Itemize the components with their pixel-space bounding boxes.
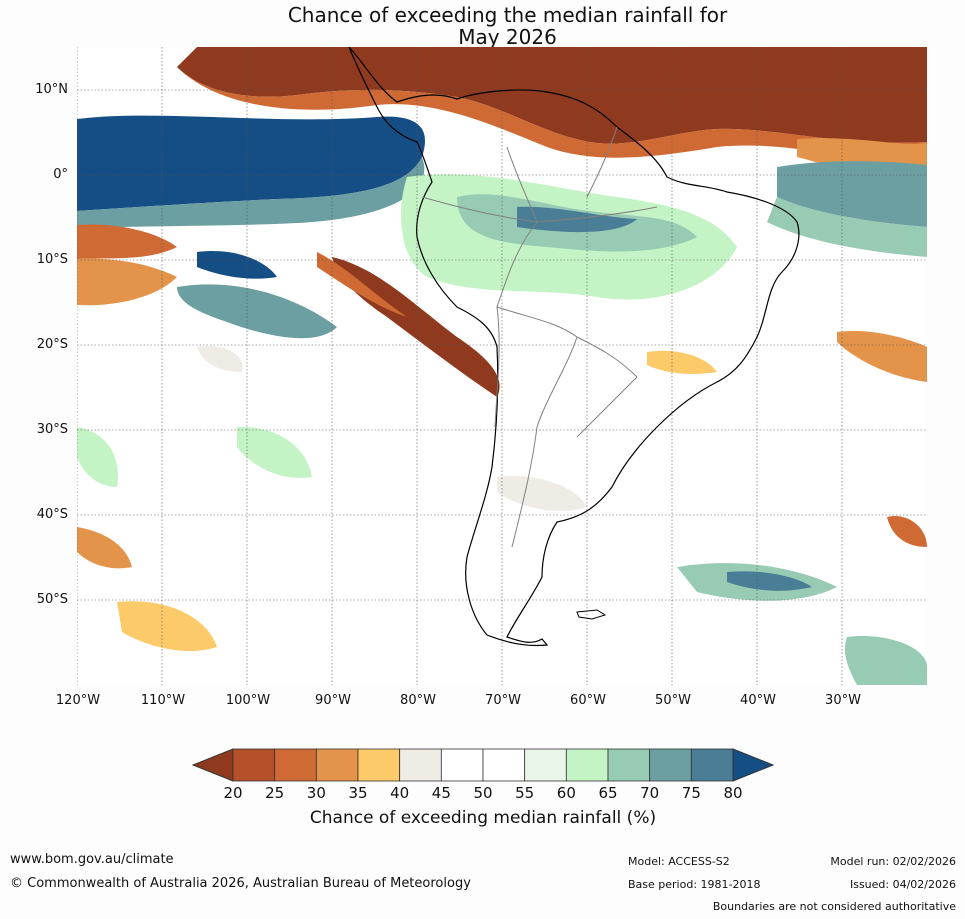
neutral-patch-2 — [197, 346, 243, 372]
neutral-patch-1 — [497, 476, 587, 512]
lat-label-50s: 50°S — [36, 592, 68, 607]
colorbar-tick-label: 30 — [306, 784, 326, 802]
dry-region-pacific-2 — [77, 258, 177, 306]
wet-region-south-pacific-2 — [197, 251, 277, 279]
colorbar-tick-label: 35 — [348, 784, 368, 802]
footer-model: Model: ACCESS-S2 — [628, 855, 730, 868]
colorbar-tick-label: 65 — [598, 784, 618, 802]
lon-label-80w: 80°W — [400, 693, 436, 708]
colorbar-bin — [440, 748, 484, 782]
lon-label-60w: 60°W — [570, 693, 606, 708]
colorbar-tick-label: 80 — [723, 784, 743, 802]
falkland-islands — [576, 609, 607, 620]
dry-region-pacific-3-edge — [317, 252, 407, 317]
dry-patch-5 — [887, 516, 927, 547]
rainfall-map-svg — [77, 47, 927, 685]
lat-label-40s: 40°S — [36, 507, 68, 522]
country-borders — [421, 126, 658, 548]
footer-website[interactable]: www.bom.gov.au/climate — [10, 852, 174, 867]
colorbar-tick-label: 45 — [431, 784, 451, 802]
dry-region-pacific-3 — [332, 257, 500, 397]
wet-patch-3 — [845, 636, 927, 685]
wet-region-pacific — [77, 115, 425, 211]
map-grid — [77, 47, 927, 685]
colorbar-tick-label: 20 — [223, 784, 243, 802]
south-america-coastline — [348, 47, 800, 647]
wet-patch-2 — [727, 571, 812, 591]
colorbar-bin — [690, 748, 734, 782]
lat-label-20s: 20°S — [36, 337, 68, 352]
colorbar-bin — [357, 748, 401, 782]
lon-label-30w: 30°W — [825, 693, 861, 708]
lon-label-100w: 100°W — [225, 693, 271, 708]
lon-label-70w: 70°W — [485, 693, 521, 708]
wet-region-atlantic — [777, 161, 927, 227]
footer-disclaimer: Boundaries are not considered authoritat… — [712, 900, 956, 913]
dry-region-north — [177, 47, 927, 144]
colorbar-tick-label: 50 — [473, 784, 493, 802]
wet-patch-4 — [237, 426, 312, 478]
lat-label-0: 0° — [53, 167, 68, 182]
colorbar-bin — [607, 748, 651, 782]
footer-model-run: Model run: 02/02/2026 — [830, 855, 956, 868]
dry-patch-2 — [837, 330, 927, 382]
colorbar-bin — [232, 748, 276, 782]
rainfall-map — [77, 47, 927, 685]
colorbar-tick-label: 75 — [681, 784, 701, 802]
colorbar-bin — [315, 748, 359, 782]
map-title-line1: Chance of exceeding the median rainfall … — [287, 3, 728, 27]
lon-label-40w: 40°W — [740, 693, 776, 708]
colorbar-tick-label: 70 — [640, 784, 660, 802]
lon-label-110w: 110°W — [140, 693, 186, 708]
colorbar-bin — [399, 748, 442, 782]
dry-patch-1 — [647, 350, 717, 375]
colorbar-bin — [274, 748, 317, 782]
footer-base-period: Base period: 1981-2018 — [628, 878, 761, 891]
lat-label-10n: 10°N — [35, 82, 68, 97]
lon-label-50w: 50°W — [655, 693, 691, 708]
colorbar-extend-low — [191, 748, 234, 782]
lon-label-90w: 90°W — [315, 693, 351, 708]
lon-label-120w: 120°W — [55, 693, 101, 708]
lat-label-10s: 10°S — [36, 252, 68, 267]
wet-region-south-pacific — [177, 284, 337, 339]
colorbar-bin — [482, 748, 526, 782]
colorbar-bin — [565, 748, 609, 782]
wet-patch-5 — [77, 427, 118, 487]
colorbar-tick-label: 40 — [390, 784, 410, 802]
wet-region-amazon-blue — [517, 206, 637, 233]
colorbar-extend-high — [732, 748, 775, 782]
dry-patch-3 — [77, 527, 132, 569]
wet-region-atlantic-light — [767, 197, 927, 257]
footer-issued: Issued: 04/02/2026 — [849, 878, 956, 891]
colorbar-tick-label: 25 — [265, 784, 285, 802]
footer-copyright: © Commonwealth of Australia 2026, Austra… — [10, 876, 471, 891]
map-title: Chance of exceeding the median rainfall … — [0, 4, 965, 48]
map-title-line2: May 2026 — [458, 25, 557, 49]
colorbar-bin — [524, 748, 567, 782]
wet-region-pacific-edge — [77, 157, 425, 229]
colorbar-label: Chance of exceeding median rainfall (%) — [309, 808, 657, 828]
colorbar-tick-label: 60 — [556, 784, 576, 802]
dry-region-pacific-1 — [77, 224, 177, 259]
colorbar-tick-label: 55 — [515, 784, 535, 802]
colorbar-bin — [649, 748, 692, 782]
dry-patch-4 — [117, 601, 217, 652]
lat-label-30s: 30°S — [36, 422, 68, 437]
